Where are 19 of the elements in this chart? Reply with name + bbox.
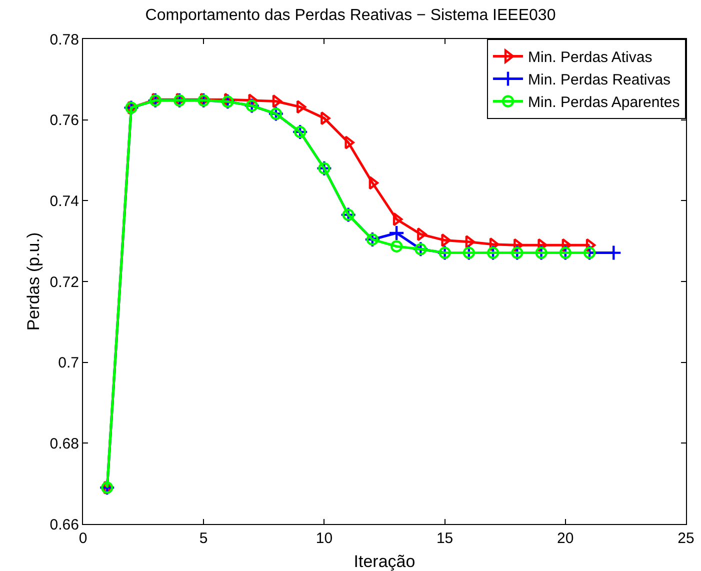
- y-tick-label: 0.74: [50, 192, 79, 210]
- y-axis-title: Perdas (p.u.): [24, 232, 43, 331]
- x-tick-label: 0: [78, 530, 88, 547]
- x-tick-label: 15: [436, 530, 454, 547]
- x-tick-label: 25: [678, 530, 694, 547]
- legend-label: Min. Perdas Reativas: [528, 72, 671, 89]
- y-tick-label: 0.68: [50, 435, 79, 452]
- legend-label: Min. Perdas Ativas: [528, 49, 652, 66]
- y-tick-label: 0.66: [50, 516, 79, 534]
- x-tick-label: 20: [557, 530, 574, 547]
- y-tick-label: 0.72: [50, 274, 79, 291]
- y-tick-label: 0.78: [50, 31, 79, 48]
- y-tick-label: 0.76: [50, 112, 79, 130]
- chart-title: Comportamento das Perdas Reativas − Sistema IEEE030: [145, 6, 556, 24]
- x-axis-title: Iteração: [354, 552, 416, 571]
- x-tick-label: 5: [199, 530, 208, 547]
- y-tick-label: 0.7: [58, 354, 79, 372]
- x-tick-label: 10: [316, 530, 333, 547]
- legend-label: Min. Perdas Aparentes: [528, 94, 680, 112]
